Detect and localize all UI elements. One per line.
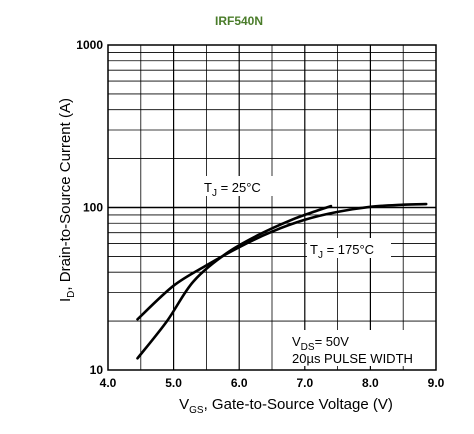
y-axis-title: ID, Drain-to-Source Current (A) [57, 98, 77, 302]
annotation-vds: VDS= 50V [292, 334, 349, 353]
series-label-25-bg [200, 176, 274, 196]
series-label-25: TJ = 25°C [204, 180, 261, 199]
x-tick-label: 7.0 [296, 376, 313, 390]
x-tick-label: 9.0 [428, 376, 445, 390]
x-tick-label: 8.0 [362, 376, 379, 390]
y-axis-ticks: 10 100 1000 [76, 38, 103, 377]
series-label-175: TJ = 175°C [310, 242, 374, 261]
series-line-tj-175c [136, 202, 428, 321]
series-line-tj-25c [136, 204, 333, 360]
x-axis-title: VGS, Gate-to-Source Voltage (V) [179, 396, 393, 416]
series-group [136, 202, 428, 360]
annotation-bg [290, 330, 426, 366]
y-tick-label: 1000 [76, 38, 103, 52]
x-tick-label: 6.0 [231, 376, 248, 390]
x-tick-label: 4.0 [100, 376, 117, 390]
annotation-pulse: 20µs PULSE WIDTH [292, 351, 413, 366]
y-tick-label: 100 [83, 201, 103, 215]
series-label-175-bg [307, 238, 391, 258]
plot-frame [107, 44, 437, 371]
grid [108, 45, 436, 370]
x-axis-ticks: 4.0 5.0 6.0 7.0 8.0 9.0 [100, 376, 445, 390]
y-tick-label: 10 [90, 363, 104, 377]
x-tick-label: 5.0 [165, 376, 182, 390]
chart-title: IRF540N [215, 14, 263, 28]
